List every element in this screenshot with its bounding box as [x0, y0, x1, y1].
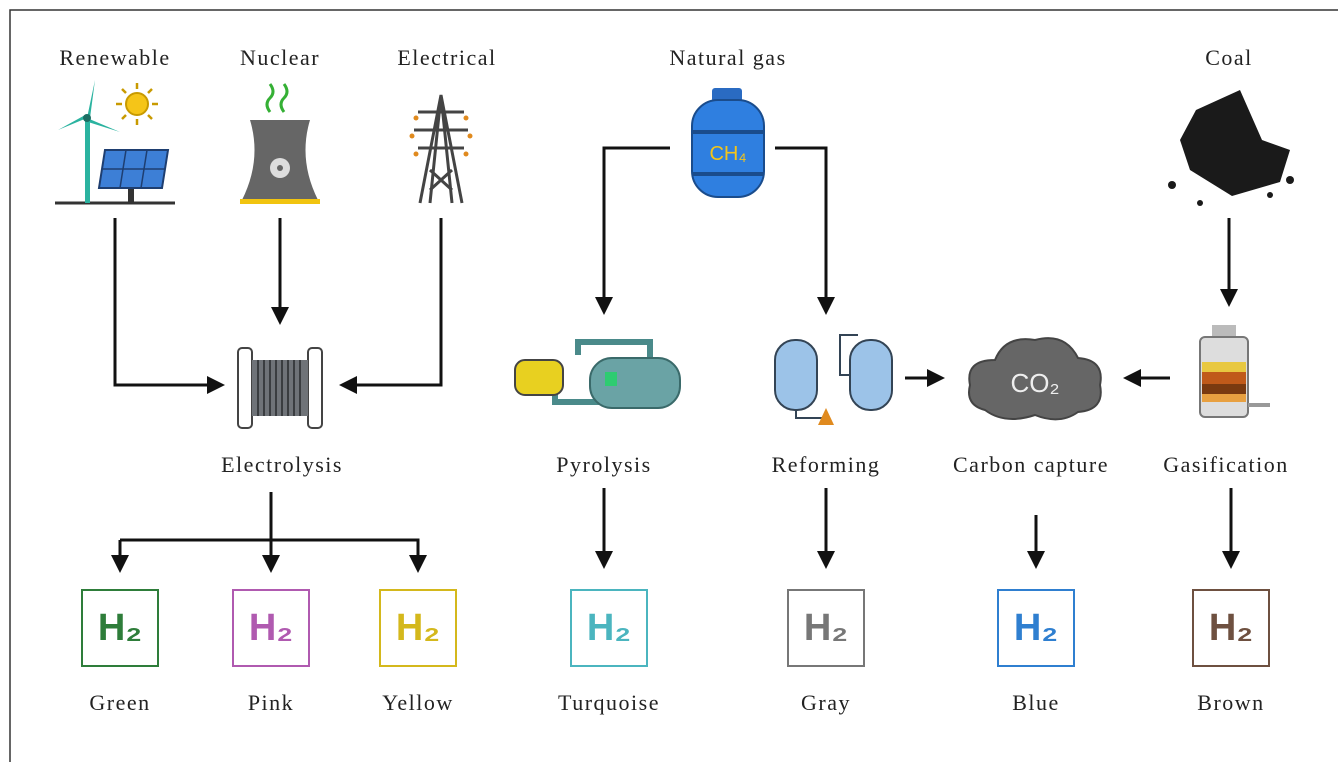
process-label: Pyrolysis: [556, 452, 651, 477]
product-label: Yellow: [382, 690, 454, 715]
diagram: Renewable Nuclear Electrical Natural gas…: [0, 0, 1338, 762]
hydrogen-symbol: H₂: [396, 607, 440, 649]
process-label: Electrolysis: [221, 452, 343, 477]
co2-label: CO₂: [1010, 368, 1059, 398]
gasification-icon: [1200, 325, 1270, 417]
nuclear-icon: [240, 84, 320, 204]
co2-icon: CO₂: [969, 338, 1101, 419]
product-label: Green: [89, 690, 150, 715]
pyrolysis-icon: [515, 342, 680, 408]
renewable-icon: [55, 80, 175, 203]
process-label: Carbon capture: [953, 452, 1109, 477]
electrolysis-icon: [238, 348, 322, 428]
coal-icon: [1168, 90, 1294, 206]
hydrogen-symbol: H₂: [1209, 607, 1253, 649]
electrical-icon: [410, 95, 473, 203]
product-label: Gray: [801, 690, 851, 715]
hydrogen-symbol: H₂: [1014, 607, 1058, 649]
natural-gas-icon: CH₄: [692, 88, 764, 197]
product-label: Blue: [1012, 690, 1060, 715]
product-label: Brown: [1197, 690, 1264, 715]
source-label: Nuclear: [240, 45, 320, 70]
source-label: Natural gas: [669, 45, 786, 70]
hydrogen-symbol: H₂: [804, 607, 848, 649]
hydrogen-symbol: H₂: [249, 607, 293, 649]
process-label: Gasification: [1163, 452, 1289, 477]
source-label: Renewable: [59, 45, 170, 70]
hydrogen-symbol: H₂: [98, 607, 142, 649]
product-label: Pink: [248, 690, 294, 715]
reforming-icon: [775, 335, 892, 425]
source-label: Electrical: [397, 45, 496, 70]
methane-label: CH₄: [709, 143, 746, 165]
process-label: Reforming: [772, 452, 881, 477]
products: H₂ Green H₂ Pink H₂ Yellow H₂ Turquoise H₂ Gray H₂…: [82, 590, 1269, 715]
product-label: Turquoise: [558, 690, 660, 715]
hydrogen-symbol: H₂: [587, 607, 631, 649]
source-label: Coal: [1205, 45, 1253, 70]
